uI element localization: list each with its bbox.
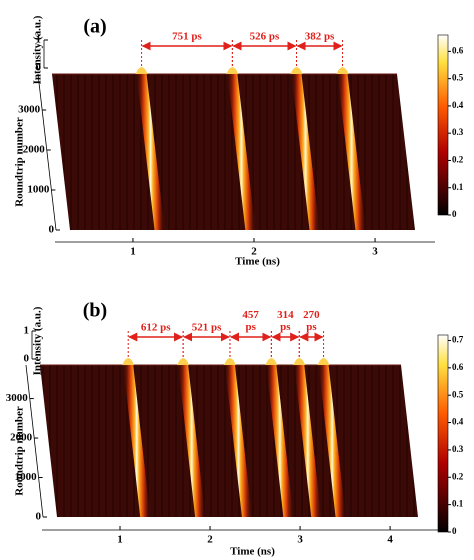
y-tick-label: 1000 <box>15 471 38 483</box>
x-tick-label: 2 <box>207 534 213 546</box>
y-axis <box>37 73 57 231</box>
pulse-trace <box>266 365 294 517</box>
panel-label: (a) <box>83 16 106 38</box>
y-tick-label: 0 <box>49 224 55 236</box>
panel-label: (b) <box>83 300 107 322</box>
interval-label: 314 ps <box>277 309 294 333</box>
colorbar-tick-label: 0 <box>452 209 457 219</box>
colorbar-tick-label: 0.2 <box>452 155 464 165</box>
pulse-peak <box>223 358 236 365</box>
interval-label: 526 ps <box>250 31 280 43</box>
x-tick-label: 4 <box>387 534 393 546</box>
x-tick-label: 3 <box>297 534 303 546</box>
interval-label: 612 ps <box>141 322 171 334</box>
x-axis-title: Time (ns) <box>235 256 280 268</box>
colorbar-tick-label: 0.2 <box>452 471 464 481</box>
colorbar-tick-label: 0.6 <box>452 362 464 372</box>
interval-label: 270 ps <box>303 309 320 333</box>
x-tick-label: 3 <box>372 246 378 258</box>
z-tick-label: 1 <box>24 325 30 337</box>
pulse-peak <box>177 358 190 365</box>
x-axis-title: Time (ns) <box>230 546 275 558</box>
z-tick-label: 1 <box>36 34 42 46</box>
y-axis-title: Roundtrip number <box>14 117 26 207</box>
colorbar-tick-label: 0.5 <box>452 73 464 83</box>
y-axis-title: Roundtrip number <box>14 406 26 496</box>
pulse-trace <box>318 365 346 517</box>
x-tick-label: 1 <box>130 246 136 258</box>
pulse-peak <box>317 358 330 365</box>
pulse-trace <box>227 74 256 230</box>
pulse-peak <box>293 358 306 365</box>
interval-label: 382 ps <box>305 31 335 43</box>
pulse-trace <box>337 74 366 230</box>
colorbar-tick-label: 0 <box>452 526 457 536</box>
y-tick-label: 3000 <box>6 392 29 404</box>
pulse-trace <box>291 74 320 230</box>
interval-label-part: ps <box>280 321 291 333</box>
pulse-trace <box>178 365 206 517</box>
y-axis <box>25 364 44 518</box>
interval-label: 457 ps <box>242 309 259 333</box>
pulse-trace <box>123 365 151 517</box>
x-tick-label: 2 <box>251 246 257 258</box>
z-axis-title: Intensity (a.u.) <box>32 306 44 375</box>
interval-label-part: ps <box>306 321 317 333</box>
y-tick-label: 1000 <box>27 184 50 196</box>
colorbar-tick-label: 0.4 <box>452 417 464 427</box>
interval-label-part: 314 <box>277 309 294 321</box>
pulse-peak <box>122 358 135 365</box>
colorbar <box>437 334 449 533</box>
y-tick-label: 2000 <box>10 432 33 444</box>
z-axis-title: Intensity (a.u.) <box>32 15 44 84</box>
pulse-trace <box>294 365 322 517</box>
colorbar-tick-label: 0.3 <box>452 444 464 454</box>
x-tick-label: 1 <box>117 534 123 546</box>
interval-label: 521 ps <box>192 322 222 334</box>
pulse-peak <box>336 67 349 74</box>
pulse-peak <box>290 67 303 74</box>
interval-label-part: 270 <box>303 309 320 321</box>
colorbar-tick-label: 0.1 <box>452 499 464 509</box>
colorbar-tick-label: 0.5 <box>452 389 464 399</box>
colorbar-tick-label: 0.7 <box>452 335 464 345</box>
interval-label-part: 457 <box>242 309 259 321</box>
z-tick-label: 0 <box>24 353 30 365</box>
pulse-trace <box>136 74 165 230</box>
interval-label: 751 ps <box>172 31 202 43</box>
pulse-trace <box>224 365 252 517</box>
colorbar-tick-label: 0.3 <box>452 127 464 137</box>
colorbar <box>437 34 449 216</box>
z-tick-label: 0 <box>36 62 42 74</box>
pulse-peak <box>265 358 278 365</box>
y-tick-label: 3000 <box>18 104 41 116</box>
pulse-peak <box>226 67 239 74</box>
colorbar-tick-label: 0.6 <box>452 45 464 55</box>
colorbar-tick-label: 0.4 <box>452 100 464 110</box>
colorbar-tick-label: 0.1 <box>452 182 464 192</box>
pulse-peak <box>135 67 148 74</box>
interval-label-part: ps <box>245 321 256 333</box>
y-tick-label: 2000 <box>23 144 46 156</box>
y-tick-label: 0 <box>36 511 42 523</box>
